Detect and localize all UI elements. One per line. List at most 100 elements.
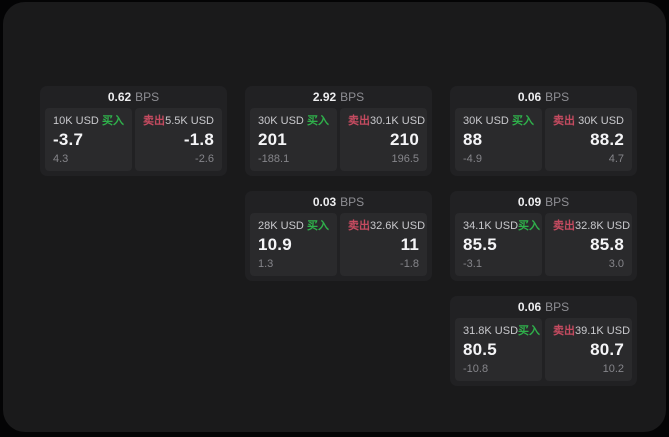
- buy-side-label: 买入: [518, 325, 541, 337]
- sell-change: 196.5: [391, 152, 419, 165]
- sell-change: 3.0: [608, 257, 624, 270]
- bps-value: 0.62: [107, 90, 132, 104]
- sell-price: 80.7: [590, 339, 624, 359]
- buy-change: 4.3: [53, 152, 69, 165]
- bps-value: 0.06: [517, 300, 542, 314]
- quote-card-body: 30K USD 买入 88 -4.9 卖出 30K USD 88.2 4.7: [450, 108, 637, 176]
- buy-change: -188.1: [258, 152, 290, 165]
- buy-pane[interactable]: 34.1K USD 买入 85.5 -3.1: [455, 213, 542, 276]
- buy-price: 10.9: [258, 234, 292, 254]
- cards-grid: 0.62 BPS 10K USD 买入 -3.7 4.3 卖出 5.5K USD…: [40, 86, 637, 386]
- buy-pane-top: 30K USD 买入: [258, 115, 329, 127]
- buy-pane[interactable]: 30K USD 买入 88 -4.9: [455, 108, 542, 171]
- sell-pane-top: 卖出 30K USD: [553, 115, 624, 127]
- quote-card-body: 28K USD 买入 10.9 1.3 卖出 32.6K USD 11 -1.8: [245, 213, 432, 281]
- sell-side-label: 卖出: [348, 115, 370, 127]
- sell-pane-top: 卖出 32.8K USD: [553, 220, 630, 232]
- buy-pane-top: 10K USD 买入: [53, 115, 124, 127]
- quote-card: 2.92 BPS 30K USD 买入 201 -188.1 卖出 30.1K …: [245, 86, 432, 176]
- quote-card-body: 10K USD 买入 -3.7 4.3 卖出 5.5K USD -1.8 -2.…: [40, 108, 227, 176]
- bps-header: 2.92 BPS: [245, 86, 432, 108]
- buy-price: 201: [258, 129, 287, 149]
- sell-amount-label: 30K USD: [578, 115, 624, 127]
- bps-unit-label: BPS: [545, 195, 570, 209]
- buy-side-label: 买入: [518, 220, 541, 232]
- bps-value: 0.09: [517, 195, 542, 209]
- buy-pane-top: 31.8K USD 买入: [463, 325, 540, 337]
- quote-card-body: 30K USD 买入 201 -188.1 卖出 30.1K USD 210 1…: [245, 108, 432, 176]
- buy-side-label: 买入: [512, 115, 534, 127]
- sell-pane[interactable]: 卖出 30.1K USD 210 196.5: [340, 108, 427, 171]
- buy-price: 88: [463, 129, 483, 149]
- buy-change: -3.1: [463, 257, 482, 270]
- buy-side-label: 买入: [307, 220, 329, 232]
- buy-amount-label: 30K USD: [258, 115, 304, 127]
- sell-amount-label: 32.6K USD: [370, 220, 426, 232]
- sell-side-label: 卖出: [348, 220, 370, 232]
- bps-value: 2.92: [312, 90, 337, 104]
- buy-pane-top: 30K USD 买入: [463, 115, 534, 127]
- sell-side-label: 卖出: [143, 115, 165, 127]
- bps-unit-label: BPS: [545, 300, 570, 314]
- sell-pane-top: 卖出 30.1K USD: [348, 115, 425, 127]
- quote-card-body: 34.1K USD 买入 85.5 -3.1 卖出 32.8K USD 85.8…: [450, 213, 637, 281]
- bps-header: 0.09 BPS: [450, 191, 637, 213]
- buy-pane[interactable]: 10K USD 买入 -3.7 4.3: [45, 108, 132, 171]
- sell-pane-top: 卖出 32.6K USD: [348, 220, 425, 232]
- bps-header: 0.03 BPS: [245, 191, 432, 213]
- sell-price: 88.2: [590, 129, 624, 149]
- sell-amount-label: 5.5K USD: [165, 115, 214, 127]
- buy-amount-label: 31.8K USD: [463, 325, 519, 337]
- sell-side-label: 卖出: [553, 325, 575, 337]
- buy-pane-top: 28K USD 买入: [258, 220, 329, 232]
- sell-price: 210: [390, 129, 419, 149]
- buy-pane[interactable]: 31.8K USD 买入 80.5 -10.8: [455, 318, 542, 381]
- bps-unit-label: BPS: [340, 90, 365, 104]
- buy-change: 1.3: [258, 257, 274, 270]
- buy-pane[interactable]: 30K USD 买入 201 -188.1: [250, 108, 337, 171]
- bps-unit-label: BPS: [340, 195, 365, 209]
- buy-amount-label: 28K USD: [258, 220, 304, 232]
- sell-change: 4.7: [608, 152, 624, 165]
- bps-header: 0.06 BPS: [450, 296, 637, 318]
- sell-pane[interactable]: 卖出 5.5K USD -1.8 -2.6: [135, 108, 222, 171]
- bps-header: 0.62 BPS: [40, 86, 227, 108]
- buy-side-label: 买入: [307, 115, 329, 127]
- quote-card: 0.62 BPS 10K USD 买入 -3.7 4.3 卖出 5.5K USD…: [40, 86, 227, 176]
- buy-amount-label: 10K USD: [53, 115, 99, 127]
- bps-header: 0.06 BPS: [450, 86, 637, 108]
- quote-card: 0.06 BPS 31.8K USD 买入 80.5 -10.8 卖出 39.1…: [450, 296, 637, 386]
- buy-pane-top: 34.1K USD 买入: [463, 220, 540, 232]
- quote-card: 0.09 BPS 34.1K USD 买入 85.5 -3.1 卖出 32.8K…: [450, 191, 637, 281]
- sell-pane[interactable]: 卖出 39.1K USD 80.7 10.2: [545, 318, 632, 381]
- app-panel: 0.62 BPS 10K USD 买入 -3.7 4.3 卖出 5.5K USD…: [3, 2, 666, 432]
- buy-amount-label: 34.1K USD: [463, 220, 519, 232]
- quote-card: 0.06 BPS 30K USD 买入 88 -4.9 卖出 30K USD 8…: [450, 86, 637, 176]
- buy-amount-label: 30K USD: [463, 115, 509, 127]
- bps-unit-label: BPS: [545, 90, 570, 104]
- buy-price: -3.7: [53, 129, 84, 149]
- sell-price: -1.8: [183, 129, 214, 149]
- sell-pane[interactable]: 卖出 32.6K USD 11 -1.8: [340, 213, 427, 276]
- sell-price: 85.8: [590, 234, 624, 254]
- bps-value: 0.06: [517, 90, 542, 104]
- sell-side-label: 卖出: [553, 115, 575, 127]
- sell-side-label: 卖出: [553, 220, 575, 232]
- buy-change: -10.8: [463, 362, 489, 375]
- bps-value: 0.03: [312, 195, 337, 209]
- sell-change: 10.2: [602, 362, 624, 375]
- sell-amount-label: 30.1K USD: [370, 115, 426, 127]
- buy-price: 80.5: [463, 339, 497, 359]
- bps-unit-label: BPS: [135, 90, 160, 104]
- sell-pane[interactable]: 卖出 30K USD 88.2 4.7: [545, 108, 632, 171]
- sell-change: -1.8: [400, 257, 419, 270]
- sell-pane[interactable]: 卖出 32.8K USD 85.8 3.0: [545, 213, 632, 276]
- buy-price: 85.5: [463, 234, 497, 254]
- quote-card: 0.03 BPS 28K USD 买入 10.9 1.3 卖出 32.6K US…: [245, 191, 432, 281]
- sell-amount-label: 32.8K USD: [575, 220, 631, 232]
- sell-change: -2.6: [195, 152, 214, 165]
- quote-card-body: 31.8K USD 买入 80.5 -10.8 卖出 39.1K USD 80.…: [450, 318, 637, 386]
- buy-pane[interactable]: 28K USD 买入 10.9 1.3: [250, 213, 337, 276]
- sell-pane-top: 卖出 5.5K USD: [143, 115, 214, 127]
